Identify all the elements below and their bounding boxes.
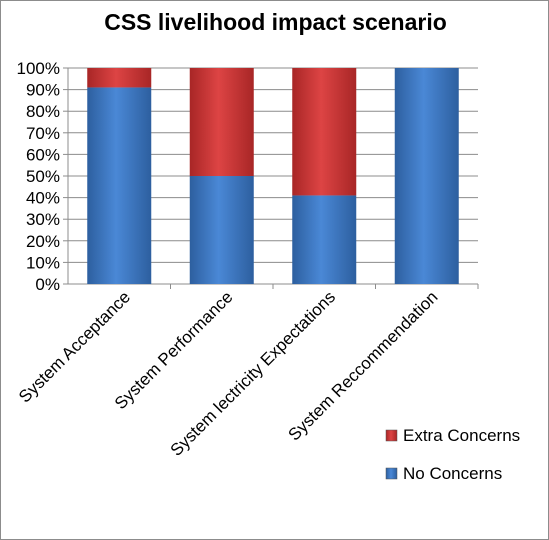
y-tick-label: 70%	[26, 124, 60, 143]
bar-extra-concerns	[292, 68, 357, 196]
legend-label: No Concerns	[403, 464, 502, 483]
bar-no-concerns	[189, 176, 254, 284]
legend-swatch	[385, 429, 398, 442]
y-tick-label: 80%	[26, 102, 60, 121]
y-tick-label: 20%	[26, 232, 60, 251]
legend-label: Extra Concerns	[403, 426, 520, 445]
bar-extra-concerns	[189, 68, 254, 176]
y-tick-label: 90%	[26, 81, 60, 100]
y-tick-label: 40%	[26, 189, 60, 208]
bar-no-concerns	[87, 87, 152, 284]
y-tick-label: 50%	[26, 167, 60, 186]
legend-swatch	[385, 467, 398, 480]
bar-no-concerns	[394, 68, 459, 284]
x-category-label: System Acceptance	[15, 287, 134, 406]
y-tick-label: 60%	[26, 145, 60, 164]
y-tick-label: 100%	[17, 59, 60, 78]
chart-title: CSS livelihood impact scenario	[104, 9, 447, 35]
bar-extra-concerns	[87, 68, 152, 88]
y-tick-label: 30%	[26, 210, 60, 229]
x-category-label: System lectricity Expectations	[167, 287, 339, 459]
y-tick-label: 10%	[26, 253, 60, 272]
bar-no-concerns	[292, 195, 357, 284]
y-tick-label: 0%	[35, 275, 60, 294]
